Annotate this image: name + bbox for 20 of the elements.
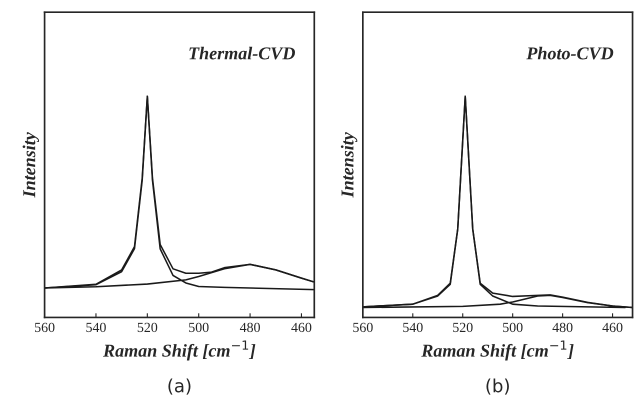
x-tick-label: 540: [86, 322, 106, 332]
x-tick-label: 520: [138, 322, 158, 332]
x-tick-label: 560: [34, 322, 54, 332]
y-axis-title: Intensity: [340, 132, 358, 198]
x-axis-title: Raman Shift [cm$^{−1}$]: [103, 340, 256, 360]
x-tick-label: 480: [240, 322, 260, 332]
x-tick-label: 480: [552, 322, 573, 332]
text: Photo-CVD: [526, 46, 614, 60]
x-tick-label: 540: [403, 322, 423, 332]
text: Thermal-CVD: [189, 46, 295, 60]
x-tick-label: 460: [291, 322, 312, 332]
x-tick-label: 520: [453, 322, 473, 332]
text: (a): [168, 378, 190, 395]
x-tick-label: 500: [189, 322, 209, 332]
x-tick-label: 460: [602, 322, 622, 332]
x-axis-title: Raman Shift [cm$^{−1}$]: [421, 340, 574, 360]
y-axis-title: Intensity: [22, 132, 40, 198]
x-tick-label: 560: [353, 322, 373, 332]
x-tick-label: 500: [503, 322, 523, 332]
text: (b): [486, 378, 509, 395]
